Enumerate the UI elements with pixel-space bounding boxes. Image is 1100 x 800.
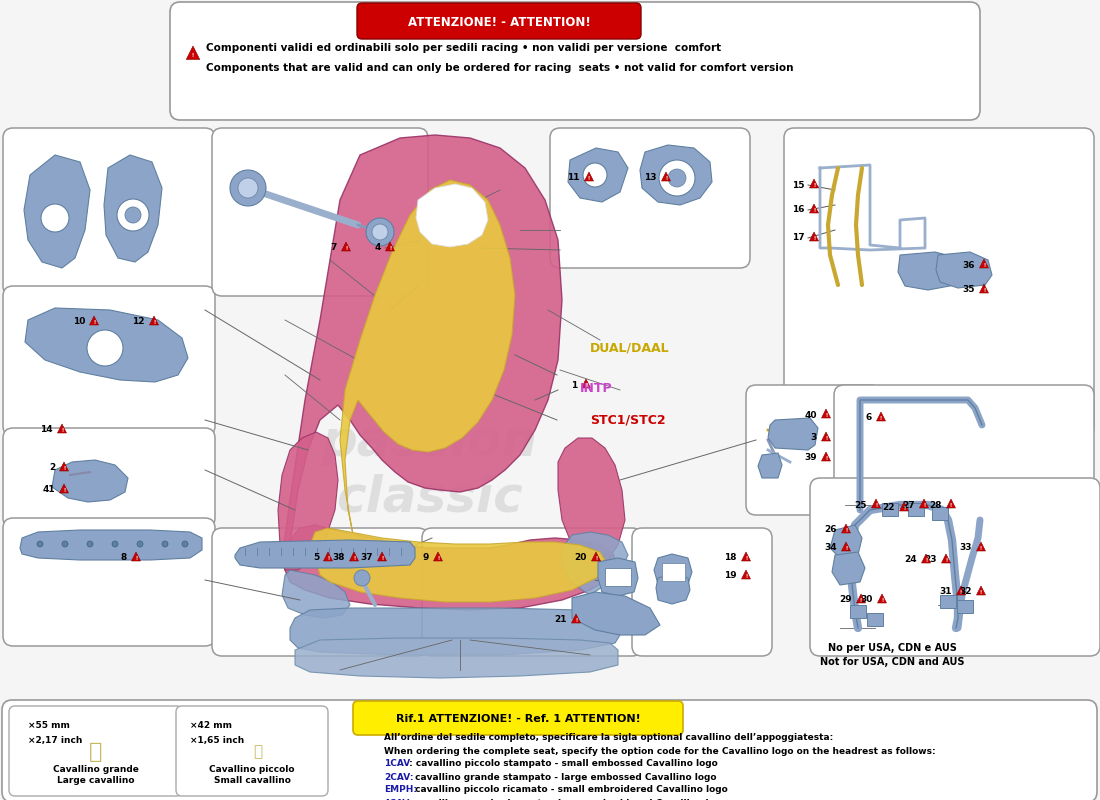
Polygon shape xyxy=(830,525,862,558)
Text: When ordering the complete seat, specify the option code for the Cavallino logo : When ordering the complete seat, specify… xyxy=(384,746,936,755)
Text: !: ! xyxy=(950,503,953,508)
Text: ×42 mm: ×42 mm xyxy=(190,722,232,730)
Polygon shape xyxy=(942,554,950,563)
Polygon shape xyxy=(89,316,99,325)
Text: 16: 16 xyxy=(792,206,805,214)
Polygon shape xyxy=(57,424,66,433)
FancyBboxPatch shape xyxy=(212,528,428,656)
Polygon shape xyxy=(822,432,830,441)
Text: 🐎: 🐎 xyxy=(253,745,263,759)
Polygon shape xyxy=(558,438,625,560)
Text: 40: 40 xyxy=(804,410,817,419)
Text: !: ! xyxy=(825,413,827,418)
Text: 5: 5 xyxy=(312,554,319,562)
Polygon shape xyxy=(822,409,830,418)
Polygon shape xyxy=(433,552,442,561)
Polygon shape xyxy=(323,552,332,561)
Polygon shape xyxy=(662,563,685,581)
Text: 32: 32 xyxy=(959,587,972,597)
Text: !: ! xyxy=(135,556,138,561)
Polygon shape xyxy=(878,594,887,603)
Text: 13: 13 xyxy=(645,174,657,182)
Circle shape xyxy=(138,541,143,547)
Polygon shape xyxy=(810,179,818,188)
Polygon shape xyxy=(52,460,128,502)
Text: ×2,17 inch: ×2,17 inch xyxy=(28,735,82,745)
Polygon shape xyxy=(132,552,141,561)
FancyBboxPatch shape xyxy=(422,528,642,656)
Polygon shape xyxy=(605,568,631,586)
Text: Cavallino grande
Large cavallino: Cavallino grande Large cavallino xyxy=(53,766,139,785)
Text: !: ! xyxy=(191,54,194,58)
Text: STC1/STC2: STC1/STC2 xyxy=(590,414,666,426)
Text: 🐎: 🐎 xyxy=(89,742,102,762)
Circle shape xyxy=(182,541,188,547)
Polygon shape xyxy=(285,525,618,610)
Polygon shape xyxy=(932,507,948,520)
Text: !: ! xyxy=(860,598,862,603)
Polygon shape xyxy=(654,554,692,588)
Text: EMPH:: EMPH: xyxy=(384,786,417,794)
Circle shape xyxy=(659,160,695,196)
Text: 37: 37 xyxy=(361,554,373,562)
Text: cavallino grande ricamato - large embroidered Cavallino logo: cavallino grande ricamato - large embroi… xyxy=(411,798,727,800)
Text: 25: 25 xyxy=(855,501,867,510)
Polygon shape xyxy=(582,379,591,388)
Text: 4CAV:: 4CAV: xyxy=(384,798,414,800)
Text: 21: 21 xyxy=(554,615,566,625)
Text: !: ! xyxy=(980,590,982,595)
Text: !: ! xyxy=(903,506,905,511)
Circle shape xyxy=(117,199,148,231)
Text: 23: 23 xyxy=(924,555,937,565)
Polygon shape xyxy=(741,570,750,579)
FancyBboxPatch shape xyxy=(746,385,881,515)
Polygon shape xyxy=(598,558,638,596)
Text: !: ! xyxy=(845,528,847,533)
Text: DUAL/DAAL: DUAL/DAAL xyxy=(590,342,670,354)
Text: !: ! xyxy=(980,546,982,551)
Text: !: ! xyxy=(153,320,155,325)
Circle shape xyxy=(366,218,394,246)
Polygon shape xyxy=(898,252,962,290)
FancyBboxPatch shape xyxy=(550,128,750,268)
Text: !: ! xyxy=(925,558,927,563)
Circle shape xyxy=(238,178,258,198)
Text: !: ! xyxy=(575,618,578,623)
FancyBboxPatch shape xyxy=(212,128,428,296)
Polygon shape xyxy=(900,502,909,511)
Text: !: ! xyxy=(327,556,329,561)
Polygon shape xyxy=(867,613,883,626)
Polygon shape xyxy=(186,46,200,59)
Polygon shape xyxy=(562,532,628,595)
Polygon shape xyxy=(640,145,712,205)
Text: !: ! xyxy=(389,246,392,251)
Text: 31: 31 xyxy=(939,587,952,597)
Polygon shape xyxy=(572,592,660,635)
Text: 36: 36 xyxy=(962,261,975,270)
Text: Rif.1 ATTENZIONE! - Ref. 1 ATTENTION!: Rif.1 ATTENZIONE! - Ref. 1 ATTENTION! xyxy=(396,714,640,724)
Polygon shape xyxy=(572,614,581,623)
FancyBboxPatch shape xyxy=(9,706,183,796)
Text: !: ! xyxy=(813,208,815,213)
Circle shape xyxy=(372,224,388,240)
FancyBboxPatch shape xyxy=(810,478,1100,656)
FancyBboxPatch shape xyxy=(3,128,215,296)
Text: 2: 2 xyxy=(48,463,55,473)
Polygon shape xyxy=(656,574,690,604)
Text: 11: 11 xyxy=(568,174,580,182)
Text: Componenti validi ed ordinabili solo per sedili racing • non validi per versione: Componenti validi ed ordinabili solo per… xyxy=(206,43,722,53)
Polygon shape xyxy=(310,528,608,602)
Circle shape xyxy=(162,541,168,547)
Polygon shape xyxy=(842,542,850,551)
Text: 34: 34 xyxy=(824,543,837,553)
Text: !: ! xyxy=(745,574,747,579)
Polygon shape xyxy=(592,552,601,561)
Polygon shape xyxy=(385,242,395,251)
Text: 3: 3 xyxy=(811,434,817,442)
Text: cavallino piccolo ricamato - small embroidered Cavallino logo: cavallino piccolo ricamato - small embro… xyxy=(411,786,727,794)
Circle shape xyxy=(125,207,141,223)
Text: 41: 41 xyxy=(43,486,55,494)
Text: 9: 9 xyxy=(422,554,429,562)
Polygon shape xyxy=(877,412,886,421)
